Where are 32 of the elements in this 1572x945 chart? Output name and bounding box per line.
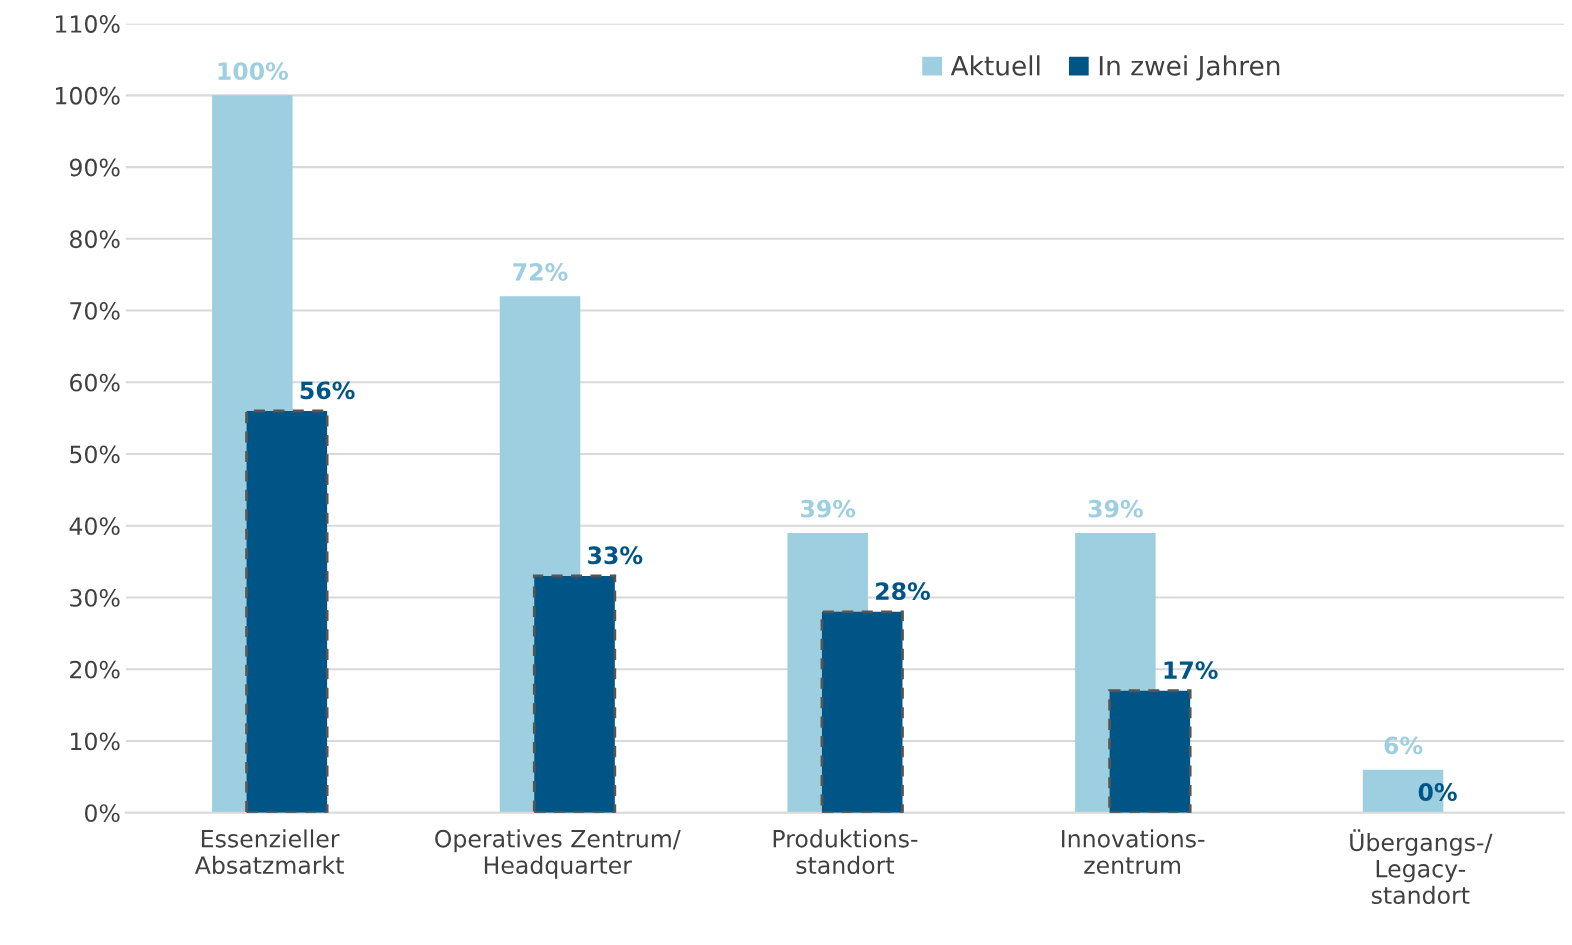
bar bbox=[245, 409, 329, 813]
x-tick-label: Übergangs-/ Legacy- standort bbox=[1350, 829, 1493, 905]
data-label: 28% bbox=[876, 582, 930, 601]
data-label: 33% bbox=[588, 546, 643, 565]
y-tick-label: 70% bbox=[70, 302, 120, 320]
data-label: 39% bbox=[801, 499, 856, 518]
y-tick-label: 60% bbox=[70, 373, 120, 392]
data-label: 72% bbox=[513, 263, 568, 281]
x-tick-label: Operatives Zentrum/ Headquarter bbox=[435, 829, 681, 879]
data-label: 100% bbox=[218, 62, 289, 81]
data-label: 39% bbox=[1088, 499, 1143, 518]
legend-label: In zwei Jahren bbox=[1099, 55, 1280, 81]
x-tick-label: Essenzieller Absatzmarkt bbox=[194, 829, 344, 875]
y-tick-label: 40% bbox=[69, 517, 120, 536]
y-tick-label: 110% bbox=[55, 15, 120, 33]
y-tick-label: 0% bbox=[85, 804, 120, 823]
y-tick-label: 20% bbox=[70, 660, 120, 679]
y-tick-label: 90% bbox=[69, 158, 120, 177]
data-label: 56% bbox=[300, 381, 355, 400]
y-tick-label: 50% bbox=[70, 445, 120, 464]
bar bbox=[532, 574, 617, 813]
y-tick-label: 10% bbox=[71, 732, 120, 751]
x-tick-label: Innovations- zentrum bbox=[1062, 829, 1205, 875]
x-tick-label: Produktions- standort bbox=[773, 829, 918, 875]
y-tick-label: 30% bbox=[70, 588, 120, 607]
data-label: 6% bbox=[1384, 736, 1423, 755]
y-tick-label: 80% bbox=[70, 230, 120, 249]
data-label: 17% bbox=[1164, 661, 1218, 679]
bar bbox=[820, 610, 904, 813]
legend-label: Aktuell bbox=[950, 55, 1040, 76]
y-tick-label: 100% bbox=[55, 86, 120, 105]
bar bbox=[1108, 689, 1192, 813]
